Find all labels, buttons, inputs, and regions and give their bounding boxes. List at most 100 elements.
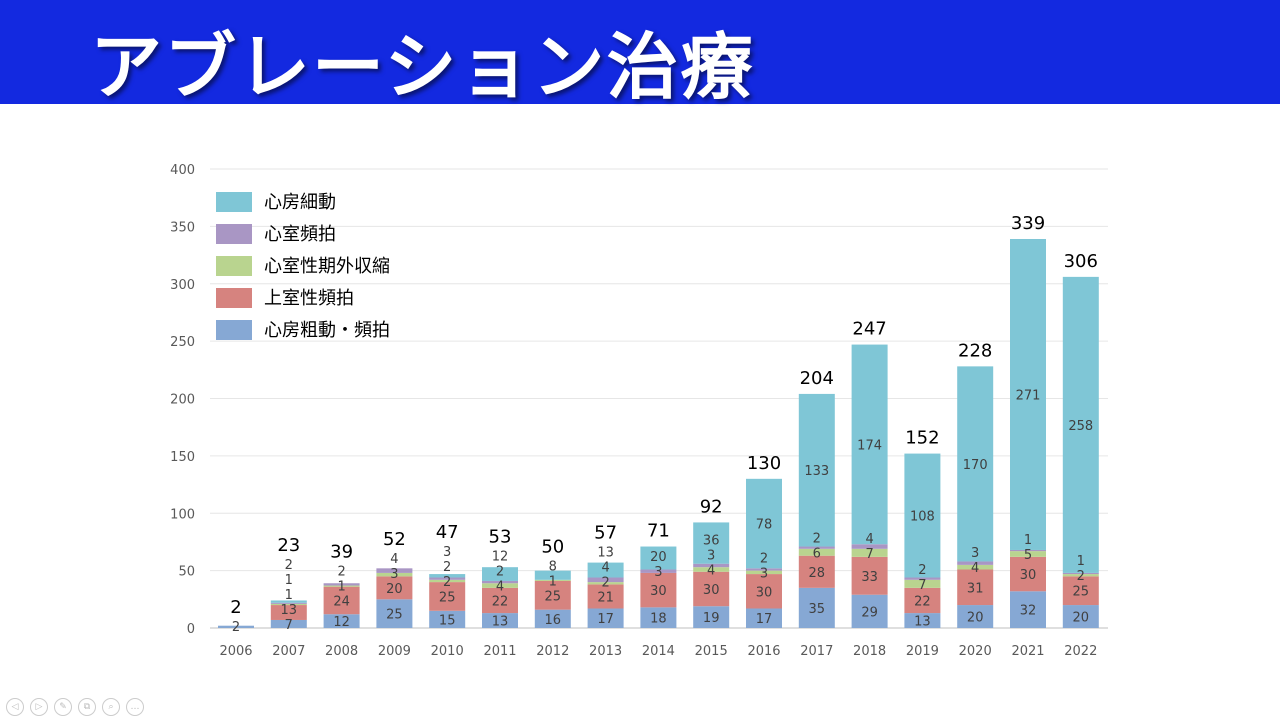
bar-segment xyxy=(851,556,888,595)
bar-segment xyxy=(1062,572,1099,575)
bar-segment xyxy=(746,608,782,628)
segment-label: 2 xyxy=(601,575,609,590)
bar-segment xyxy=(482,583,518,588)
bar-segment xyxy=(640,546,677,570)
segment-label: 24 xyxy=(333,594,350,609)
segment-label: 20 xyxy=(386,582,403,597)
x-tick-label: 2016 xyxy=(747,644,780,659)
bar-segment xyxy=(746,478,782,569)
bar-segment xyxy=(270,619,307,628)
total-label: 152 xyxy=(905,428,939,449)
segment-label: 13 xyxy=(914,615,931,630)
segment-label: 3 xyxy=(760,566,768,581)
y-tick-label: 0 xyxy=(187,622,195,637)
bar-segment xyxy=(323,614,360,628)
segment-label: 1 xyxy=(549,574,557,589)
bar-segment xyxy=(1010,238,1046,550)
bar-segment xyxy=(376,599,413,628)
segment-label: 16 xyxy=(545,613,562,628)
bar-segment xyxy=(851,544,888,549)
bar-segment xyxy=(851,594,888,628)
segment-label: 22 xyxy=(492,594,509,609)
segment-label: 7 xyxy=(285,618,293,633)
y-tick-label: 50 xyxy=(178,565,195,580)
segment-label: 17 xyxy=(756,612,773,627)
bar-segment xyxy=(1010,556,1046,592)
segment-label: 1 xyxy=(1024,533,1032,548)
bar-segment xyxy=(904,579,941,588)
presentation-control-button[interactable]: ◁ xyxy=(6,698,24,716)
legend-swatch xyxy=(216,224,252,244)
x-tick-label: 2010 xyxy=(431,644,464,659)
segment-label: 29 xyxy=(861,605,878,620)
segment-label: 1 xyxy=(337,579,345,594)
segment-label: 2 xyxy=(1077,569,1085,584)
bar-segment xyxy=(429,610,466,628)
segment-label: 4 xyxy=(601,560,609,575)
bar-segment xyxy=(957,605,994,628)
x-tick-label: 2015 xyxy=(695,644,728,659)
x-tick-label: 2009 xyxy=(378,644,411,659)
y-tick-label: 150 xyxy=(170,450,195,465)
segment-label: 4 xyxy=(971,561,979,576)
total-label: 57 xyxy=(594,522,617,543)
presentation-control-button[interactable]: ⧉ xyxy=(78,698,96,716)
bar-segment xyxy=(482,613,518,628)
segment-label: 25 xyxy=(386,608,403,623)
segment-label: 1 xyxy=(1077,554,1085,569)
bar-segment xyxy=(429,577,466,580)
bar-segment xyxy=(798,548,835,556)
bar-segment xyxy=(429,579,466,583)
presentation-control-button[interactable]: ▷ xyxy=(30,698,48,716)
segment-label: 174 xyxy=(857,438,882,453)
segment-label: 4 xyxy=(707,563,715,578)
y-tick-label: 100 xyxy=(170,507,195,522)
bar-segment xyxy=(640,569,677,573)
presentation-control-button[interactable]: … xyxy=(126,698,144,716)
presentation-control-button[interactable]: ⌕ xyxy=(102,698,120,716)
bar-segment xyxy=(323,585,360,587)
total-label: 339 xyxy=(1011,213,1045,234)
segment-label: 13 xyxy=(492,615,509,630)
y-tick-label: 350 xyxy=(170,220,195,235)
segment-label: 36 xyxy=(703,533,720,548)
segment-label: 3 xyxy=(443,545,451,560)
x-tick-label: 2019 xyxy=(906,644,939,659)
bar-segment xyxy=(904,577,941,580)
segment-label: 35 xyxy=(809,602,826,617)
legend-label: 心房粗動・頻拍 xyxy=(264,320,390,341)
bar-segment xyxy=(323,583,360,586)
bar-segment xyxy=(534,570,571,580)
bar-segment xyxy=(851,548,888,557)
y-tick-label: 400 xyxy=(170,163,195,178)
segment-label: 30 xyxy=(1020,568,1037,583)
segment-label: 25 xyxy=(545,589,562,604)
segment-label: 1 xyxy=(285,573,293,588)
y-tick-label: 250 xyxy=(170,335,195,350)
total-label: 52 xyxy=(383,529,406,550)
segment-label: 7 xyxy=(918,578,926,593)
total-label: 228 xyxy=(958,340,992,361)
presentation-controls: ◁ ▷ ✎ ⧉ ⌕ … xyxy=(6,698,144,716)
presentation-control-button[interactable]: ✎ xyxy=(54,698,72,716)
x-tick-label: 2007 xyxy=(272,644,305,659)
bar-segment xyxy=(482,567,518,581)
bar-segment xyxy=(1062,574,1099,577)
x-tick-label: 2017 xyxy=(800,644,833,659)
segment-label: 12 xyxy=(492,549,509,564)
total-label: 53 xyxy=(489,526,512,547)
bar-segment xyxy=(746,568,782,571)
bar-segment xyxy=(587,584,624,609)
segment-label: 2 xyxy=(337,564,345,579)
bar-segment xyxy=(904,613,941,628)
segment-label: 25 xyxy=(439,590,456,605)
bar-segment xyxy=(270,600,307,603)
total-label: 247 xyxy=(852,319,886,340)
total-label: 306 xyxy=(1064,251,1098,272)
segment-label: 2 xyxy=(918,563,926,578)
segment-label: 271 xyxy=(1016,388,1041,403)
segment-label: 30 xyxy=(650,584,667,599)
bar-segment xyxy=(270,603,307,606)
segment-label: 170 xyxy=(963,458,988,473)
x-tick-label: 2013 xyxy=(589,644,622,659)
